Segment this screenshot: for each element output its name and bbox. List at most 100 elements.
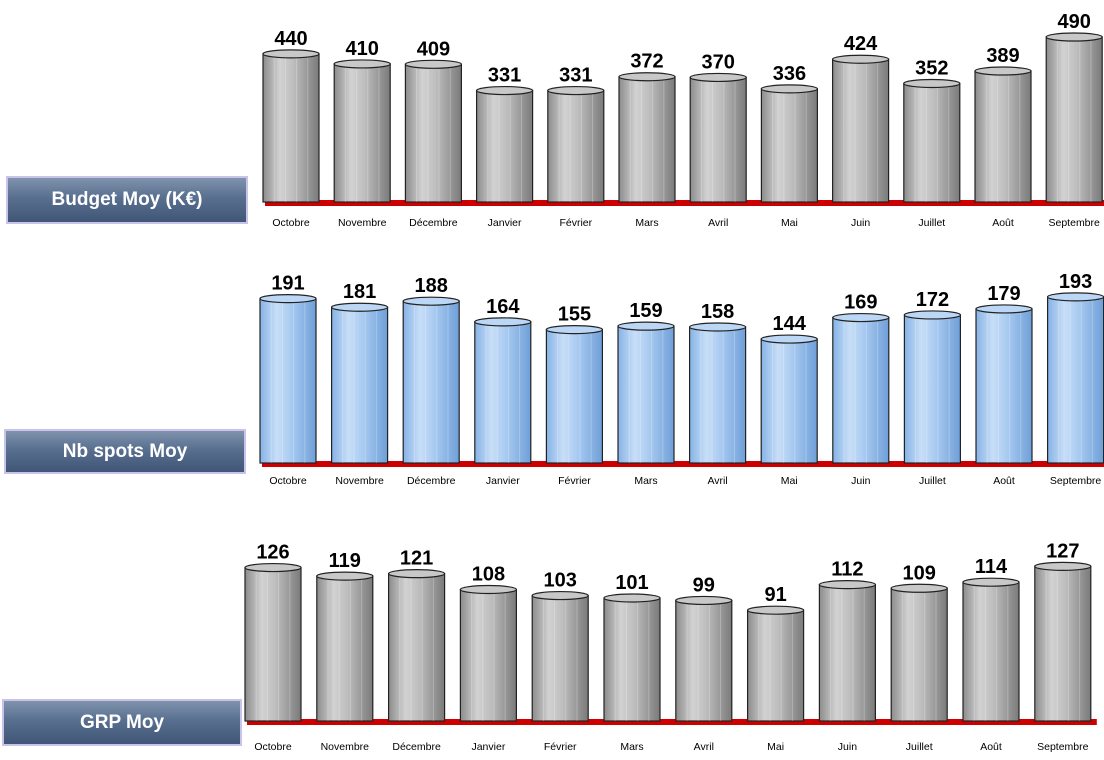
bar-top xyxy=(975,304,1033,314)
bar-top xyxy=(545,324,604,335)
bar-top xyxy=(531,590,589,601)
category-label: Décembre xyxy=(392,741,441,753)
bar xyxy=(547,89,605,203)
baseline xyxy=(262,461,1104,467)
data-label: 370 xyxy=(702,51,735,73)
data-label: 119 xyxy=(329,550,361,572)
data-label: 372 xyxy=(630,51,663,73)
data-label: 112 xyxy=(831,559,863,581)
category-label: Juillet xyxy=(919,475,946,487)
bar xyxy=(459,588,517,722)
bar xyxy=(474,321,532,464)
category-label: Février xyxy=(558,475,591,487)
category-label: Juillet xyxy=(906,741,933,753)
data-label: 352 xyxy=(915,57,948,79)
bar-top xyxy=(404,59,462,69)
category-label: Juin xyxy=(851,217,870,229)
bar-top xyxy=(474,317,532,327)
data-label: 91 xyxy=(764,584,786,606)
data-label: 155 xyxy=(558,304,591,326)
bar xyxy=(402,300,460,464)
bar-top xyxy=(903,78,961,89)
category-label: Mars xyxy=(634,475,657,487)
baseline xyxy=(247,719,1097,725)
bar xyxy=(890,587,948,722)
data-label: 181 xyxy=(343,281,376,303)
bar xyxy=(975,308,1033,464)
category-label: Juin xyxy=(838,741,857,753)
chart-2: 126 Octobre 119 Novembre 121 Décembre 108 Janvi… xyxy=(244,540,1097,753)
bar-top xyxy=(333,59,391,69)
chart-title-spots: Nb spots Moy xyxy=(4,429,246,474)
bar-top xyxy=(903,310,962,320)
bar-top xyxy=(688,322,747,332)
data-label: 172 xyxy=(916,289,949,311)
bar-top xyxy=(760,334,818,344)
data-label: 158 xyxy=(701,301,734,323)
category-label: Juillet xyxy=(918,217,945,229)
category-label: Décembre xyxy=(409,217,458,229)
bar xyxy=(760,88,819,203)
category-label: Septembre xyxy=(1037,741,1089,753)
bar xyxy=(689,76,747,203)
category-label: Avril xyxy=(708,217,728,229)
data-label: 191 xyxy=(271,273,304,295)
data-label: 331 xyxy=(488,65,521,87)
bar xyxy=(832,316,890,464)
bar-top xyxy=(1045,32,1103,42)
bar-top xyxy=(262,49,320,59)
data-label: 193 xyxy=(1059,271,1092,293)
bar-top xyxy=(832,312,890,323)
category-label: Novembre xyxy=(335,475,384,487)
bar-top xyxy=(388,569,446,579)
category-label: Novembre xyxy=(338,217,387,229)
category-label: Janvier xyxy=(488,217,522,229)
bar-top xyxy=(760,84,819,94)
category-label: Mai xyxy=(781,217,798,229)
bar xyxy=(617,325,675,464)
data-label: 336 xyxy=(773,63,806,85)
data-label: 410 xyxy=(346,38,379,60)
category-label: Août xyxy=(993,475,1015,487)
bar xyxy=(259,298,317,464)
bar-top xyxy=(831,54,890,64)
bar-top xyxy=(402,296,460,306)
bar xyxy=(333,63,391,203)
bar-top xyxy=(603,593,661,603)
bar xyxy=(1034,565,1092,722)
bar xyxy=(331,306,389,464)
bar xyxy=(244,566,302,722)
bar xyxy=(1045,36,1103,203)
data-label: 409 xyxy=(417,38,450,60)
data-label: 164 xyxy=(486,296,520,318)
data-label: 126 xyxy=(256,542,289,564)
bar-top xyxy=(476,85,534,96)
category-label: Août xyxy=(980,741,1002,753)
chart-0: 440 Octobre 410 Novembre 409 Décembre 331 Janvi… xyxy=(262,11,1104,229)
bar xyxy=(618,76,676,203)
bar-top xyxy=(818,580,877,590)
bar xyxy=(476,89,534,203)
data-label: 103 xyxy=(544,570,577,592)
bar-top xyxy=(689,72,747,83)
bar xyxy=(675,599,733,722)
chart-title-budget: Budget Moy (K€) xyxy=(6,176,248,224)
category-label: Janvier xyxy=(471,741,505,753)
data-label: 169 xyxy=(844,292,877,314)
bar xyxy=(545,328,604,464)
category-label: Mai xyxy=(781,475,798,487)
category-label: Août xyxy=(992,217,1014,229)
bar xyxy=(760,338,818,464)
bar xyxy=(831,58,890,203)
bar xyxy=(746,609,805,722)
category-label: Avril xyxy=(694,741,714,753)
bar-top xyxy=(974,66,1032,76)
category-label: Septembre xyxy=(1050,475,1102,487)
data-label: 114 xyxy=(975,556,1008,578)
category-label: Février xyxy=(544,741,577,753)
category-label: Janvier xyxy=(486,475,520,487)
bar-top xyxy=(316,571,374,581)
category-label: Mai xyxy=(767,741,784,753)
bar xyxy=(388,573,446,722)
